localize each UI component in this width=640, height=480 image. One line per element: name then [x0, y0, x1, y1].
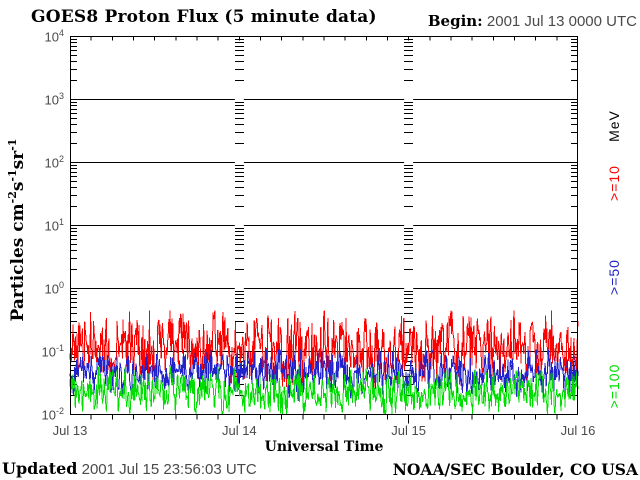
x-tick-label: Jul 14	[221, 423, 257, 438]
y-tick-label: 10-1	[41, 342, 64, 359]
y-tick-label: 102	[44, 153, 64, 170]
x-axis-title: Universal Time	[264, 439, 384, 455]
updated-label: Updated	[2, 459, 78, 478]
begin-label: Begin:	[427, 12, 483, 30]
credit-text: NOAA/SEC Boulder, CO USA	[392, 460, 638, 479]
y-tick-label: 100	[44, 279, 64, 296]
unit-label-mev: MeV	[606, 110, 622, 142]
legend-channel-100mev: >=100	[606, 363, 622, 409]
x-tick-label: Jul 15	[391, 423, 427, 438]
y-axis-title: Particles cm-2s-1sr-1	[6, 138, 28, 322]
y-tick-label: 10-2	[41, 405, 64, 422]
updated-value: 2001 Jul 15 23:56:03 UTC	[81, 461, 257, 478]
begin-line: Begin: 2001 Jul 13 0000 UTC	[428, 12, 637, 30]
legend-channel-50mev: >=50	[606, 259, 622, 295]
y-tick-label: 103	[44, 90, 64, 107]
x-tick-label: Jul 13	[52, 423, 88, 438]
chart-title: GOES8 Proton Flux (5 minute data)	[31, 7, 377, 27]
y-tick-label: 101	[44, 216, 64, 233]
updated-line: Updated 2001 Jul 15 23:56:03 UTC	[2, 459, 257, 478]
begin-value: 2001 Jul 13 0000 UTC	[486, 13, 637, 30]
y-tick-label: 104	[44, 27, 64, 44]
x-tick-label: Jul 16	[560, 423, 596, 438]
legend-channel-10mev: >=10	[606, 165, 622, 201]
